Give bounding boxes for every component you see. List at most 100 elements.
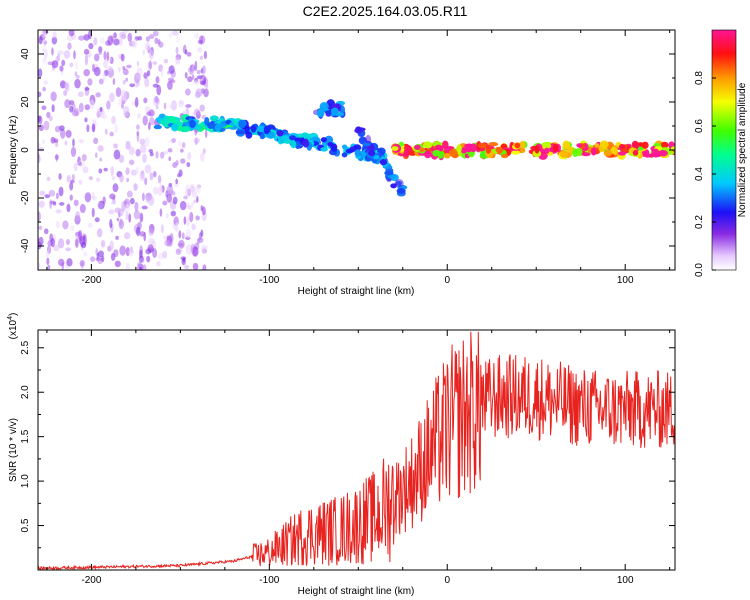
spectrogram-cell <box>327 142 334 147</box>
spectrogram-cell <box>139 173 146 182</box>
spectrogram-cell <box>112 183 119 193</box>
spectrogram-cell <box>175 160 179 166</box>
spectrogram-cell <box>152 248 158 258</box>
spectrogram-cell <box>118 154 125 163</box>
spectrogram-cell <box>148 34 155 40</box>
spectrogram-cell <box>477 142 488 149</box>
spectrogram-cell <box>77 91 84 98</box>
spectrogram-cell <box>125 262 130 270</box>
spectrogram-cell <box>49 115 53 122</box>
spectrogram-cell <box>196 196 199 203</box>
spectrogram-cell <box>196 75 203 80</box>
spectrogram-cell <box>464 146 473 153</box>
spectrogram-cell <box>610 146 618 156</box>
spectrogram-cell <box>111 175 116 181</box>
colorbar: 0.0 0.2 0.4 0.6 0.8 Normalized spectral ampl… <box>694 29 748 277</box>
spectrogram-cell <box>87 222 93 228</box>
spectrogram-cell <box>42 86 46 92</box>
spectrogram-cell <box>149 117 155 126</box>
spectrogram-cell <box>95 92 101 98</box>
spectrogram-cell <box>163 235 167 240</box>
spectrogram-cell <box>133 210 141 220</box>
spectrogram-cell <box>83 48 90 55</box>
spectrogram-cell <box>147 244 154 253</box>
spectrogram-cell <box>330 107 339 116</box>
spectrogram-cell <box>184 49 188 55</box>
spectrogram-cell <box>519 147 526 154</box>
spectrogram-cell <box>38 142 41 148</box>
colorbar-gradient <box>711 29 737 271</box>
spectrogram-cell <box>52 31 57 39</box>
spectrogram-cell <box>202 148 206 155</box>
x-tick-label: 100 <box>617 575 634 586</box>
spectrogram-cell <box>354 128 363 134</box>
spectrogram-cell <box>418 147 425 153</box>
spectrogram-cell <box>106 65 113 71</box>
spectrogram-cell <box>66 203 71 213</box>
spectrogram-cell <box>103 167 108 172</box>
spectrogram-cell <box>464 143 473 149</box>
spectrogram-cell <box>97 202 103 210</box>
spectrogram-cell <box>51 36 58 45</box>
spectrogram-cell <box>90 256 96 262</box>
spectrogram-cell <box>148 228 155 236</box>
spectrogram-cell <box>147 61 153 70</box>
spectrogram-cell <box>96 177 101 182</box>
spectrogram-cell <box>128 159 135 166</box>
spectrogram-cell <box>193 199 197 204</box>
spectrogram-cell <box>111 115 116 125</box>
spectrogram-cell <box>109 131 114 137</box>
spectrogram-cell <box>189 119 196 129</box>
spectrogram-cell <box>641 141 649 149</box>
spectrogram-cell <box>139 212 144 223</box>
spectrogram-cell <box>97 250 105 258</box>
spectrogram-cell <box>534 145 540 154</box>
spectrogram-cell <box>594 143 600 148</box>
spectrogram-cell <box>68 30 75 37</box>
spectrogram-cell <box>75 211 81 222</box>
spectrogram-cell <box>99 106 103 112</box>
spectrogram-cell <box>149 151 154 157</box>
spectrogram-cell <box>112 77 116 86</box>
spectrogram-cell <box>157 253 164 260</box>
spectrogram-cell <box>643 153 651 158</box>
spectrogram-cell <box>175 46 179 55</box>
spectrogram-cell <box>192 246 199 257</box>
spectrogram-cell <box>78 230 83 240</box>
spectrogram-cell <box>152 83 159 88</box>
spectrogram-cell <box>125 77 129 82</box>
spectrogram-cell <box>102 71 106 81</box>
spectrogram-cell <box>519 141 526 149</box>
spectrogram-cell <box>79 203 86 214</box>
spectrogram-cell <box>562 140 571 150</box>
spectrogram-cell <box>71 110 79 117</box>
spectrogram-cell <box>38 236 44 246</box>
spectrogram-cell <box>169 103 174 109</box>
spectrogram-cell <box>178 230 182 239</box>
spectrogram-cell <box>122 68 129 76</box>
spectrogram-cell <box>396 188 406 194</box>
spectrogram-cell <box>147 195 155 206</box>
spectrogram-cell <box>189 211 194 223</box>
spectrogram-cell <box>175 248 182 255</box>
spectrogram-cell <box>74 78 81 89</box>
spectrogram-cell <box>197 47 203 53</box>
spectrogram-cell <box>106 100 111 110</box>
spectrogram-cell <box>651 148 660 158</box>
y-tick-label: 1.0 <box>20 474 31 488</box>
spectrogram-cell <box>183 195 188 200</box>
spectrogram-cell <box>617 151 626 156</box>
spectrogram-cell <box>88 42 94 50</box>
spectrogram-cell <box>168 156 171 162</box>
spectrogram-cell <box>43 228 49 235</box>
spectrogram-cell <box>186 188 191 197</box>
spectrogram-cell <box>62 220 69 230</box>
spectrogram-cell <box>576 143 583 148</box>
spectrogram-cell <box>185 104 192 108</box>
spectrogram-cell <box>106 51 110 61</box>
spectrogram-cell <box>119 245 126 256</box>
spectrogram-cell <box>152 61 158 65</box>
spectrogram-cell <box>133 183 138 191</box>
spectrogram-cell <box>176 36 180 44</box>
spectrogram-cell <box>38 200 45 208</box>
